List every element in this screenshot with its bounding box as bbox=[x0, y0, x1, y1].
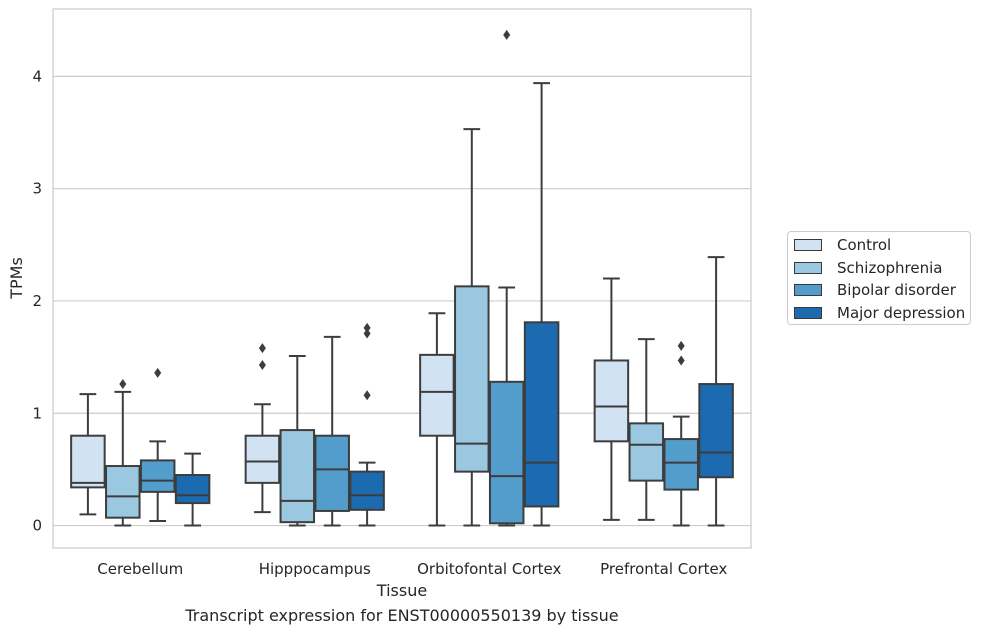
outlier-point bbox=[363, 322, 371, 333]
box-body bbox=[279, 429, 316, 524]
legend-label: Control bbox=[837, 236, 892, 254]
box-body bbox=[663, 438, 699, 491]
box-body bbox=[698, 383, 734, 479]
box-body bbox=[593, 359, 630, 443]
box-major-depression bbox=[174, 452, 211, 527]
x-tick-label: Cerebellum bbox=[97, 560, 183, 578]
legend-swatch bbox=[794, 306, 822, 319]
outlier-point bbox=[363, 328, 371, 339]
plot-boxes bbox=[70, 29, 734, 527]
outlier-point bbox=[258, 343, 266, 354]
box-body bbox=[488, 380, 525, 525]
outlier-point bbox=[677, 340, 685, 351]
box-control bbox=[70, 393, 106, 516]
box-body bbox=[105, 465, 141, 519]
legend-item: Control bbox=[794, 235, 891, 255]
box-major-depression bbox=[698, 256, 734, 527]
box-control bbox=[419, 312, 455, 527]
legend-label: Bipolar disorder bbox=[837, 281, 956, 299]
box-body bbox=[349, 470, 385, 511]
box-schizophrenia bbox=[628, 338, 665, 521]
y-tick-label: 4 bbox=[32, 67, 42, 85]
box-body bbox=[139, 459, 176, 493]
y-tick-label: 2 bbox=[32, 292, 42, 310]
x-tick-labels: Cerebellum Hipppocampus Orbitofontal Corte… bbox=[97, 560, 727, 578]
outlier-point bbox=[258, 359, 266, 370]
box-control bbox=[244, 343, 281, 514]
y-tick-label: 3 bbox=[32, 180, 42, 198]
outlier-point bbox=[363, 390, 371, 401]
box-body bbox=[628, 422, 665, 482]
box-body bbox=[523, 321, 560, 508]
box-schizophrenia bbox=[105, 379, 141, 527]
box-body bbox=[174, 474, 211, 505]
x-axis-label: Tissue bbox=[376, 581, 427, 600]
box-control bbox=[593, 277, 630, 521]
outlier-point bbox=[503, 29, 511, 40]
x-tick-label: Prefrontal Cortex bbox=[600, 560, 727, 578]
legend-label: Major depression bbox=[837, 303, 966, 322]
legend-item: Bipolar disorder bbox=[794, 280, 956, 300]
legend-swatch bbox=[794, 239, 822, 251]
x-tick-label: Hipppocampus bbox=[259, 560, 371, 578]
outlier-point bbox=[677, 355, 685, 366]
y-tick-label: 1 bbox=[32, 404, 42, 422]
grid-lines bbox=[53, 75, 751, 527]
y-tick-label: 0 bbox=[32, 517, 42, 535]
box-bipolar-disorder bbox=[663, 340, 699, 527]
legend-swatch bbox=[794, 261, 822, 274]
x-tick-label: Orbitofontal Cortex bbox=[417, 560, 561, 578]
outlier-point bbox=[119, 379, 127, 390]
legend-item: Major depression bbox=[794, 303, 965, 323]
legend-item: Schizophrenia bbox=[794, 258, 942, 278]
box-major-depression bbox=[349, 322, 385, 527]
box-body bbox=[244, 434, 281, 484]
box-bipolar-disorder bbox=[314, 335, 350, 527]
box-schizophrenia bbox=[279, 354, 316, 527]
box-body bbox=[70, 434, 106, 489]
box-bipolar-disorder bbox=[488, 29, 525, 527]
chart-caption: Transcript expression for ENST0000055013… bbox=[185, 606, 619, 625]
box-body bbox=[314, 434, 350, 512]
box-schizophrenia bbox=[454, 128, 490, 527]
y-tick-labels: 0 1 2 3 4 bbox=[32, 67, 42, 534]
y-axis-label: TPMs bbox=[7, 257, 26, 300]
box-major-depression bbox=[523, 82, 560, 527]
box-body bbox=[419, 353, 455, 437]
legend-swatch bbox=[794, 284, 822, 296]
outlier-point bbox=[154, 367, 162, 378]
box-bipolar-disorder bbox=[139, 367, 176, 523]
box-body bbox=[454, 285, 490, 473]
legend-label: Schizophrenia bbox=[837, 258, 943, 277]
legend: Control Schizophrenia Bipolar disorder Majo… bbox=[787, 231, 971, 325]
plot-frame bbox=[52, 8, 752, 549]
